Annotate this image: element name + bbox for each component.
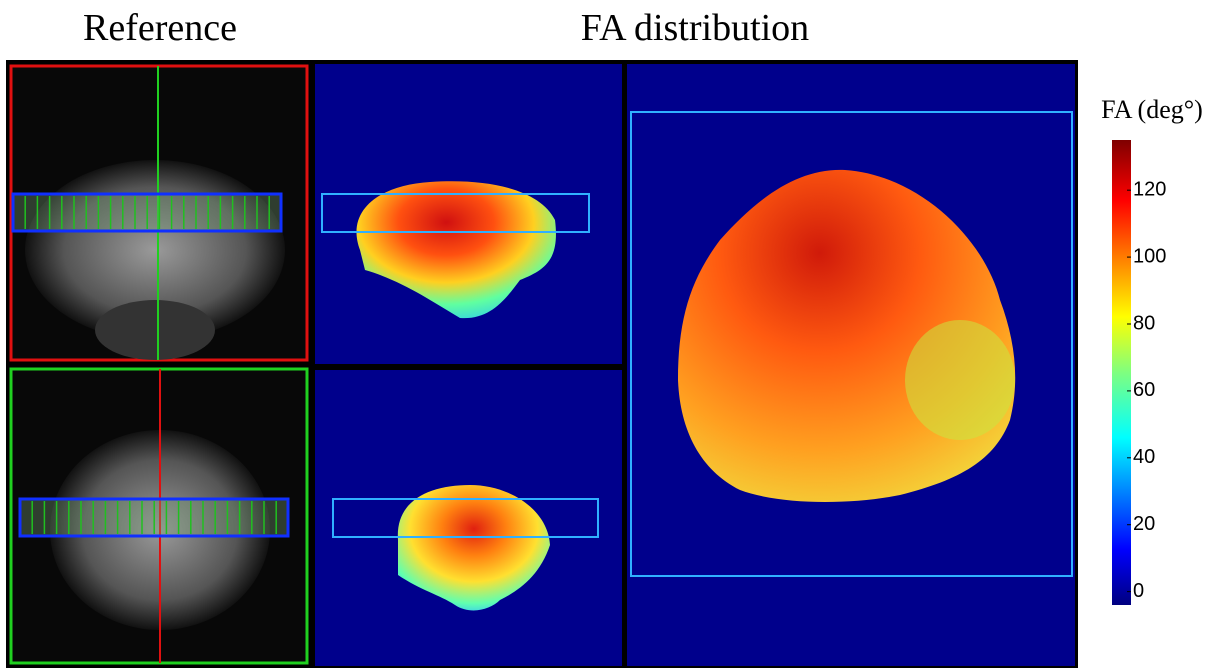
- colorbar: [1112, 140, 1131, 605]
- colorbar-tick-label: 120: [1133, 178, 1166, 200]
- coronal-reference: [9, 367, 309, 665]
- colorbar-tick-label: 40: [1133, 446, 1155, 468]
- coronal-fa: [315, 370, 622, 666]
- sagittal-fa: [315, 64, 622, 364]
- colorbar-label: FA (deg°): [1101, 95, 1203, 124]
- colorbar-tick-label: 20: [1133, 513, 1155, 535]
- axial-fa: [627, 64, 1075, 666]
- colorbar-tick-label: 0: [1133, 580, 1144, 602]
- left-title: Reference: [83, 7, 237, 49]
- sagittal-reference: [9, 64, 309, 362]
- colorbar-tick-label: 100: [1133, 245, 1166, 267]
- colorbar-tick-label: 60: [1133, 379, 1155, 401]
- colorbar-tick-label: 80: [1133, 312, 1155, 334]
- right-title: FA distribution: [581, 7, 809, 49]
